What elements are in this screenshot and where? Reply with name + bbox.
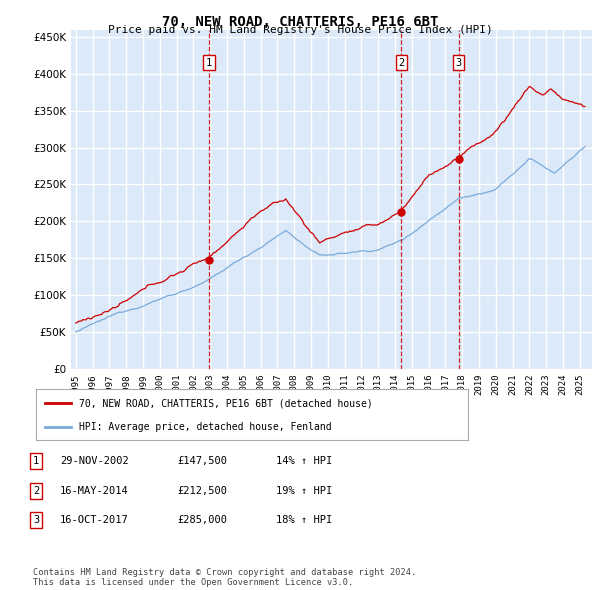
Text: £285,000: £285,000: [177, 516, 227, 525]
Text: HPI: Average price, detached house, Fenland: HPI: Average price, detached house, Fenl…: [79, 422, 332, 432]
Text: 3: 3: [455, 58, 462, 68]
Text: 1: 1: [33, 457, 39, 466]
Text: 16-MAY-2014: 16-MAY-2014: [60, 486, 129, 496]
Text: 1: 1: [206, 58, 212, 68]
Text: 19% ↑ HPI: 19% ↑ HPI: [276, 486, 332, 496]
Text: 70, NEW ROAD, CHATTERIS, PE16 6BT (detached house): 70, NEW ROAD, CHATTERIS, PE16 6BT (detac…: [79, 398, 373, 408]
Text: 29-NOV-2002: 29-NOV-2002: [60, 457, 129, 466]
Text: 18% ↑ HPI: 18% ↑ HPI: [276, 516, 332, 525]
Text: 16-OCT-2017: 16-OCT-2017: [60, 516, 129, 525]
Text: 2: 2: [398, 58, 404, 68]
Text: Contains HM Land Registry data © Crown copyright and database right 2024.
This d: Contains HM Land Registry data © Crown c…: [33, 568, 416, 587]
Text: £147,500: £147,500: [177, 457, 227, 466]
Text: £212,500: £212,500: [177, 486, 227, 496]
Text: Price paid vs. HM Land Registry's House Price Index (HPI): Price paid vs. HM Land Registry's House …: [107, 25, 493, 35]
Text: 70, NEW ROAD, CHATTERIS, PE16 6BT: 70, NEW ROAD, CHATTERIS, PE16 6BT: [162, 15, 438, 29]
Text: 14% ↑ HPI: 14% ↑ HPI: [276, 457, 332, 466]
Text: 2: 2: [33, 486, 39, 496]
Text: 3: 3: [33, 516, 39, 525]
